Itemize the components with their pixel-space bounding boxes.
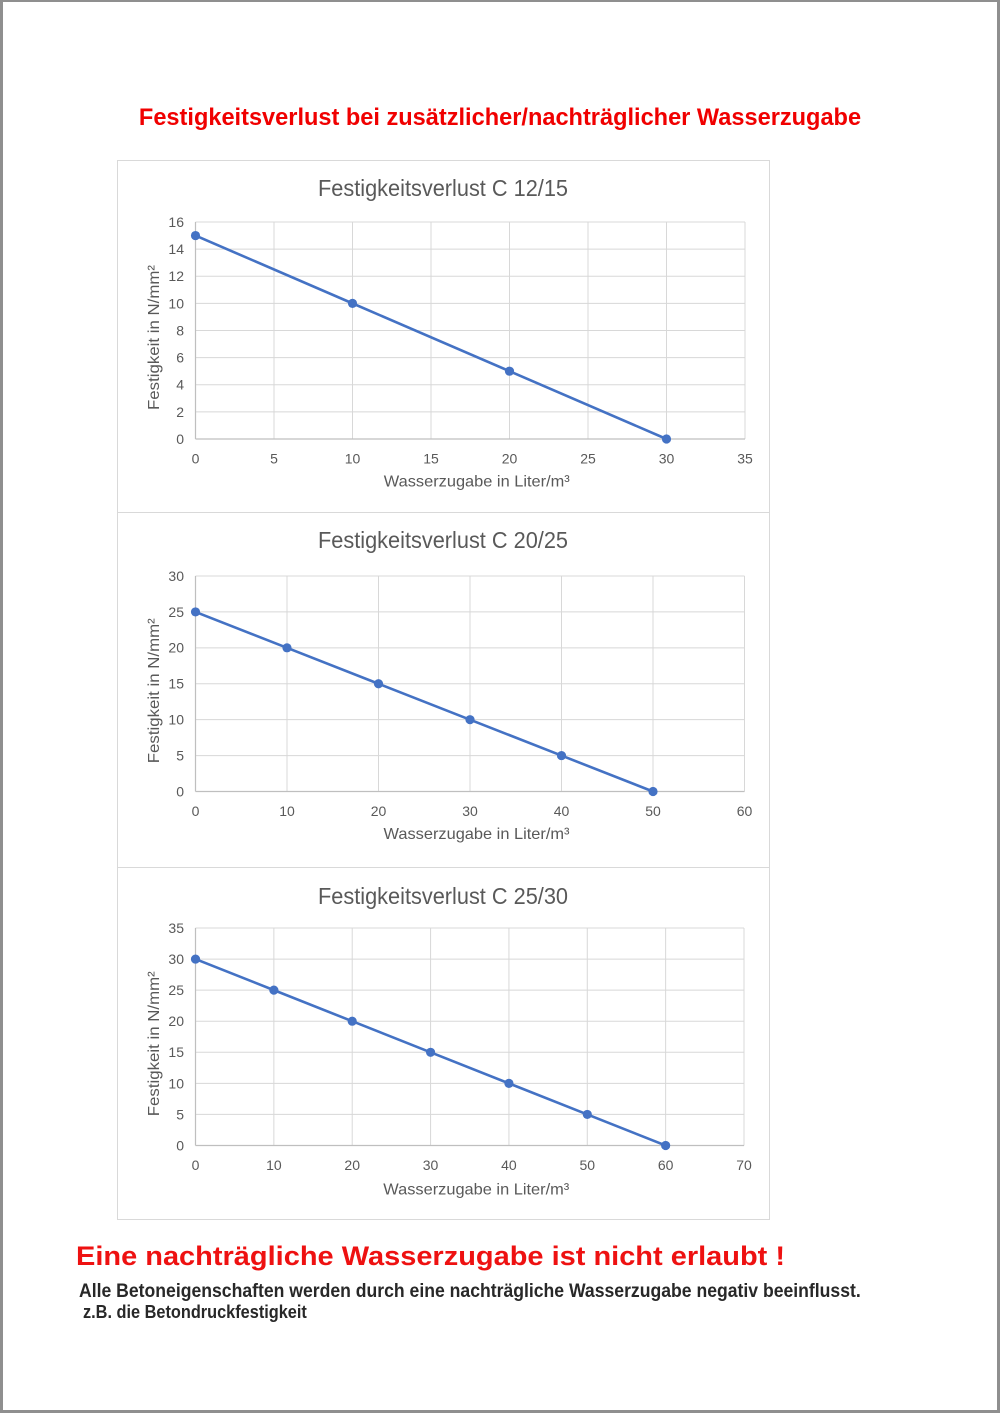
svg-text:60: 60 (658, 1157, 674, 1173)
svg-text:6: 6 (176, 350, 184, 366)
svg-text:30: 30 (462, 803, 478, 819)
svg-text:20: 20 (344, 1157, 360, 1173)
svg-text:Wasserzugabe in Liter/m³: Wasserzugabe in Liter/m³ (384, 474, 571, 491)
svg-text:10: 10 (345, 451, 361, 467)
svg-text:40: 40 (554, 803, 570, 819)
svg-text:30: 30 (659, 451, 675, 467)
svg-text:10: 10 (279, 803, 295, 819)
svg-text:5: 5 (176, 747, 184, 763)
svg-text:Festigkeit in N/mm²: Festigkeit in N/mm² (146, 264, 163, 410)
svg-text:0: 0 (176, 1137, 184, 1153)
svg-text:50: 50 (580, 1157, 596, 1173)
svg-text:40: 40 (501, 1157, 517, 1173)
svg-text:16: 16 (168, 214, 184, 230)
svg-text:15: 15 (423, 451, 439, 467)
svg-text:25: 25 (168, 604, 184, 620)
svg-text:0: 0 (192, 1157, 200, 1173)
svg-text:14: 14 (168, 241, 184, 257)
svg-text:Wasserzugabe in Liter/m³: Wasserzugabe in Liter/m³ (383, 1182, 570, 1199)
svg-text:25: 25 (580, 451, 596, 467)
svg-text:2: 2 (176, 404, 184, 420)
svg-text:15: 15 (168, 676, 184, 692)
svg-text:4: 4 (176, 377, 184, 393)
svg-text:12: 12 (168, 268, 184, 284)
svg-text:60: 60 (737, 803, 753, 819)
svg-text:15: 15 (168, 1044, 184, 1060)
svg-text:8: 8 (176, 322, 184, 338)
svg-text:Festigkeitsverlust C 25/30: Festigkeitsverlust C 25/30 (318, 883, 568, 909)
svg-text:35: 35 (737, 451, 753, 467)
svg-text:Festigkeitsverlust C 20/25: Festigkeitsverlust C 20/25 (318, 527, 568, 553)
svg-text:10: 10 (168, 712, 184, 728)
svg-text:5: 5 (176, 1106, 184, 1122)
svg-text:Wasserzugabe in Liter/m³: Wasserzugabe in Liter/m³ (384, 826, 571, 843)
svg-text:0: 0 (192, 803, 200, 819)
svg-text:10: 10 (168, 295, 184, 311)
svg-text:20: 20 (371, 803, 387, 819)
svg-text:25: 25 (168, 982, 184, 998)
svg-text:70: 70 (736, 1157, 752, 1173)
svg-text:20: 20 (502, 451, 518, 467)
svg-text:50: 50 (645, 803, 661, 819)
svg-text:30: 30 (168, 951, 184, 967)
svg-text:30: 30 (168, 568, 184, 584)
svg-text:20: 20 (168, 1013, 184, 1029)
svg-text:5: 5 (270, 451, 278, 467)
svg-text:Festigkeitsverlust C 12/15: Festigkeitsverlust C 12/15 (318, 175, 568, 201)
svg-text:35: 35 (168, 920, 184, 936)
svg-text:0: 0 (176, 783, 184, 799)
svg-text:0: 0 (176, 431, 184, 447)
svg-text:Festigkeit in N/mm²: Festigkeit in N/mm² (146, 618, 163, 764)
svg-text:0: 0 (192, 451, 200, 467)
svg-text:10: 10 (168, 1075, 184, 1091)
svg-text:20: 20 (168, 640, 184, 656)
svg-text:30: 30 (423, 1157, 439, 1173)
svg-text:Festigkeit in N/mm²: Festigkeit in N/mm² (146, 971, 163, 1117)
svg-text:10: 10 (266, 1157, 282, 1173)
